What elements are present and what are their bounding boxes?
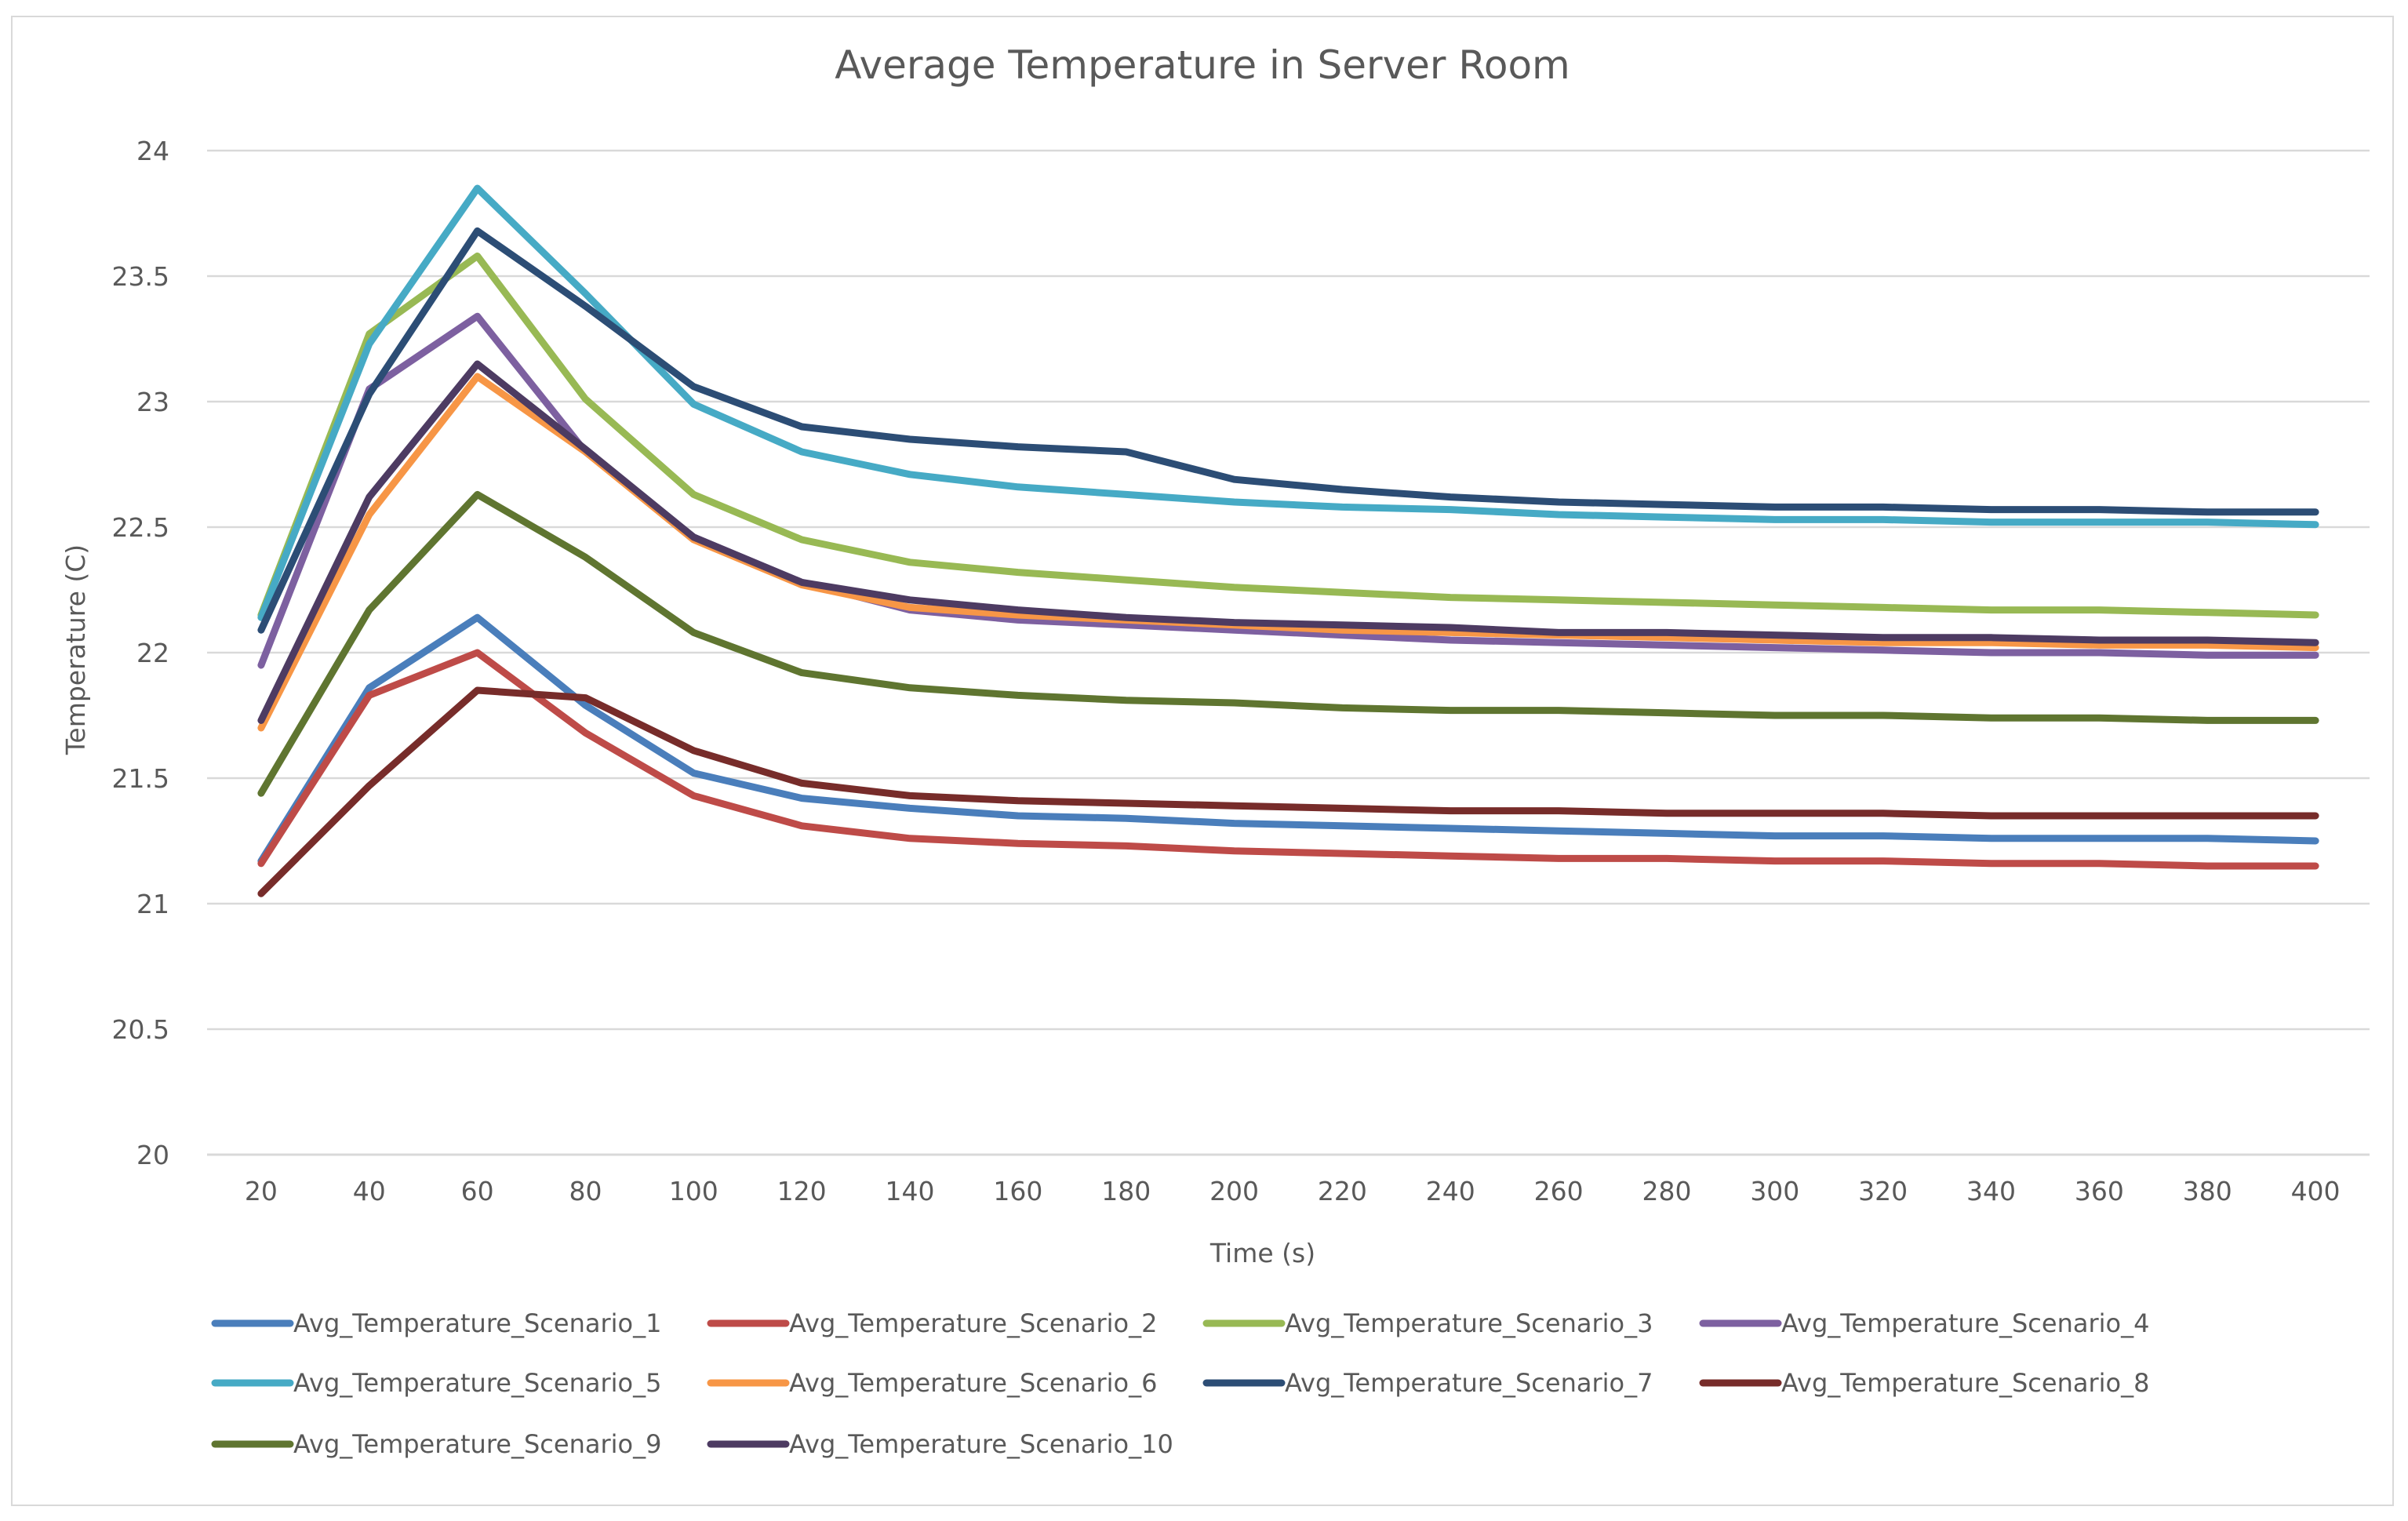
line-chart: Average Temperature in Server Room 20 20.…	[60, 42, 2370, 1459]
series-line-scenario-7	[257, 227, 2319, 634]
series-line-scenario-5	[257, 184, 2319, 621]
series-line-scenario-1	[257, 613, 2319, 865]
gridlines	[207, 149, 2370, 1156]
legend-label: Avg_Temperature_Scenario_7	[1285, 1368, 1653, 1398]
legend-label: Avg_Temperature_Scenario_5	[293, 1368, 661, 1398]
x-tick-label: 80	[569, 1176, 602, 1206]
x-tick-label: 380	[2183, 1176, 2232, 1206]
x-tick-label: 20	[245, 1176, 278, 1206]
series-line-scenario-3	[257, 252, 2319, 619]
legend-item-scenario-1: Avg_Temperature_Scenario_1	[211, 1308, 661, 1338]
y-tick-label: 23.5	[112, 261, 169, 292]
legend: Avg_Temperature_Scenario_1 Avg_Temperatur…	[211, 1308, 2149, 1459]
legend-item-scenario-6: Avg_Temperature_Scenario_6	[707, 1368, 1157, 1398]
x-tick-label: 340	[1966, 1176, 2016, 1206]
legend-item-scenario-10: Avg_Temperature_Scenario_10	[707, 1429, 1173, 1459]
x-tick-label: 200	[1209, 1176, 1259, 1206]
y-tick-label: 20	[136, 1140, 169, 1170]
legend-label: Avg_Temperature_Scenario_2	[789, 1308, 1157, 1338]
y-tick-label: 21	[136, 889, 169, 919]
x-tick-label: 360	[2075, 1176, 2124, 1206]
legend-item-scenario-2: Avg_Temperature_Scenario_2	[707, 1308, 1157, 1338]
legend-label: Avg_Temperature_Scenario_4	[1781, 1308, 2149, 1338]
y-tick-label: 21.5	[112, 763, 169, 794]
legend-item-scenario-7: Avg_Temperature_Scenario_7	[1202, 1368, 1653, 1398]
x-tick-label: 240	[1426, 1176, 1475, 1206]
y-tick-label: 23	[136, 387, 169, 417]
y-axis-label: Temperature (C)	[60, 544, 91, 755]
legend-label: Avg_Temperature_Scenario_3	[1285, 1308, 1653, 1338]
x-tick-label: 400	[2291, 1176, 2341, 1206]
legend-item-scenario-5: Avg_Temperature_Scenario_5	[211, 1368, 661, 1398]
x-tick-label: 40	[353, 1176, 386, 1206]
y-tick-label: 20.5	[112, 1014, 169, 1045]
series-line-scenario-10	[257, 360, 2319, 724]
x-tick-label: 120	[777, 1176, 827, 1206]
x-axis-label: Time (s)	[1209, 1238, 1315, 1268]
x-tick-label: 220	[1318, 1176, 1367, 1206]
x-tick-label: 100	[669, 1176, 718, 1206]
series-line-scenario-9	[257, 490, 2319, 797]
x-tick-label: 280	[1642, 1176, 1691, 1206]
x-tick-label: 160	[993, 1176, 1042, 1206]
x-tick-label: 60	[461, 1176, 494, 1206]
legend-label: Avg_Temperature_Scenario_8	[1781, 1368, 2149, 1398]
x-tick-label: 300	[1750, 1176, 1799, 1206]
legend-label: Avg_Temperature_Scenario_9	[293, 1429, 661, 1459]
series-line-scenario-2	[257, 649, 2319, 870]
legend-label: Avg_Temperature_Scenario_6	[789, 1368, 1157, 1398]
legend-item-scenario-9: Avg_Temperature_Scenario_9	[211, 1429, 661, 1459]
x-axis-ticks: 20 40 60 80 100 120 140 160 180 200 220 240 260 280 30…	[245, 1176, 2341, 1206]
y-tick-label: 22	[136, 638, 169, 668]
y-axis-ticks: 20 20.5 21 21.5 22 22.5 23 23.5 24	[112, 136, 169, 1170]
legend-label: Avg_Temperature_Scenario_1	[293, 1308, 661, 1338]
data-series	[257, 184, 2319, 897]
legend-item-scenario-4: Avg_Temperature_Scenario_4	[1699, 1308, 2149, 1338]
x-tick-label: 140	[886, 1176, 935, 1206]
chart-title: Average Temperature in Server Room	[835, 42, 1570, 88]
y-tick-label: 24	[136, 136, 169, 166]
x-tick-label: 180	[1101, 1176, 1151, 1206]
series-line-scenario-8	[257, 686, 2319, 897]
x-tick-label: 320	[1858, 1176, 1908, 1206]
legend-item-scenario-3: Avg_Temperature_Scenario_3	[1202, 1308, 1653, 1338]
x-tick-label: 260	[1534, 1176, 1584, 1206]
legend-item-scenario-8: Avg_Temperature_Scenario_8	[1699, 1368, 2149, 1398]
y-tick-label: 22.5	[112, 512, 169, 543]
legend-label: Avg_Temperature_Scenario_10	[789, 1429, 1173, 1459]
chart-frame: Average Temperature in Server Room 20 20.…	[11, 16, 2394, 1506]
